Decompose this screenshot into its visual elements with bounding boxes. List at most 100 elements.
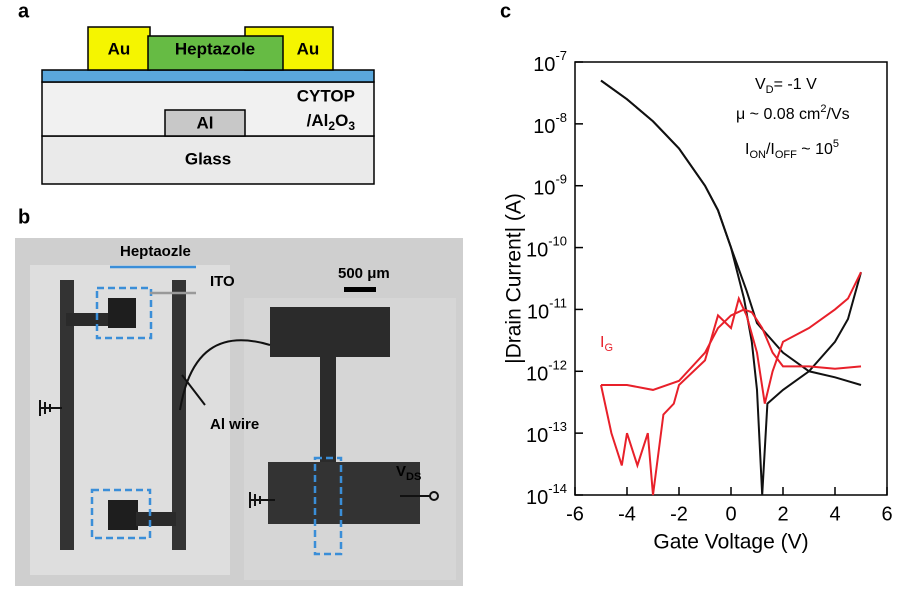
annotation: ION/IOFF ~ 105 — [745, 138, 839, 161]
annotation-part: 2 — [820, 103, 826, 115]
al-line — [320, 355, 336, 465]
photo-label: 500 μm — [338, 265, 390, 282]
tick-base: 10 — [533, 178, 555, 200]
electrode — [66, 313, 111, 326]
data-line — [600, 79, 862, 386]
panel-label: a — [18, 0, 30, 22]
annotation-part: I — [600, 334, 604, 351]
electrode — [108, 500, 138, 530]
annotation: VD= -1 V — [755, 76, 817, 96]
panel-label: c — [500, 0, 511, 22]
ito-line — [172, 280, 186, 550]
device-pad — [268, 462, 420, 524]
tick-exponent: -7 — [555, 48, 567, 63]
y-tick-label: 10-13 — [526, 420, 567, 448]
y-tick-label: 10-10 — [526, 234, 567, 262]
chart: -6 -4 -2 0 2 4 610-1410-1310-1210-1110-1010-91… — [503, 48, 893, 553]
wire — [179, 339, 271, 411]
tick-base: 10 — [526, 240, 548, 262]
x-tick-label: 0 — [725, 503, 736, 525]
highlight — [95, 286, 153, 340]
x-tick-label: 2 — [777, 503, 788, 525]
tick-exponent: -14 — [548, 481, 567, 496]
annotation-part: /Vs — [827, 106, 850, 123]
x-tick-label: -2 — [670, 503, 688, 525]
layer-label: Glass — [185, 149, 231, 168]
y-tick-label: 10-14 — [526, 481, 567, 509]
annotation-part: OFF — [775, 149, 797, 161]
text-part: V — [396, 463, 406, 480]
x-axis-label: Gate Voltage (V) — [653, 531, 808, 554]
subscript: DS — [406, 471, 421, 483]
ito-line — [60, 280, 74, 550]
annotation-part: = -1 V — [774, 76, 817, 93]
annotation-part: /I — [766, 141, 775, 158]
y-tick-label: 10-9 — [533, 172, 567, 200]
subscript: 2 — [328, 119, 335, 133]
panel-label: b — [18, 206, 30, 228]
photo-label: VDS — [396, 463, 421, 483]
photo-label: Heptaozle — [120, 243, 191, 260]
layer-label: Heptazole — [175, 39, 255, 58]
y-axis-label: |Drain Current| (A) — [503, 193, 526, 364]
text-part: /Al — [307, 111, 329, 130]
data-line — [600, 271, 862, 496]
layer-label: /Al2O3 — [307, 111, 356, 133]
data-line — [601, 308, 862, 391]
electrode — [108, 298, 136, 328]
annotation-part: D — [766, 84, 774, 96]
al-gate — [164, 109, 246, 137]
annotation-part: V — [755, 76, 766, 93]
y-tick-label: 10-8 — [533, 110, 567, 138]
text-part: O — [335, 111, 348, 130]
photo-label: Al wire — [210, 416, 259, 433]
x-tick-label: 4 — [829, 503, 840, 525]
x-tick-label: -4 — [618, 503, 636, 525]
terminal — [429, 491, 439, 501]
tick-exponent: -10 — [548, 234, 567, 249]
tick-base: 10 — [533, 54, 555, 76]
tick-base: 10 — [526, 487, 548, 509]
highlight — [313, 456, 343, 556]
tick-exponent: -9 — [555, 172, 567, 187]
annotation: IG — [600, 334, 613, 354]
photo — [15, 238, 463, 586]
tick-exponent: -12 — [548, 358, 567, 373]
tick-base: 10 — [526, 364, 548, 386]
ground-symbol — [39, 400, 62, 416]
layer-label: CYTOP — [297, 86, 355, 105]
au-electrode — [87, 26, 151, 71]
al-pad — [270, 307, 390, 357]
heptazole-layer — [147, 35, 284, 71]
layer-label: Al — [197, 113, 214, 132]
tick-base: 10 — [533, 116, 555, 138]
x-tick-label: -6 — [566, 503, 584, 525]
y-tick-label: 10-12 — [526, 358, 567, 386]
scale-bar — [344, 287, 376, 292]
subscript: 3 — [348, 119, 355, 133]
tick-exponent: -11 — [549, 296, 567, 311]
annotation-part: G — [604, 342, 613, 354]
y-tick-label: 10-7 — [533, 48, 567, 76]
tick-exponent: -8 — [555, 110, 567, 125]
x-tick-label: 6 — [881, 503, 892, 525]
annotation-part: μ ~ 0.08 cm — [736, 106, 820, 123]
arrow — [181, 374, 206, 406]
annotation-part: 5 — [833, 138, 839, 150]
highlight — [90, 488, 152, 540]
tick-exponent: -13 — [548, 420, 567, 435]
annotation-part: I — [745, 141, 749, 158]
layer-label: Au — [108, 39, 131, 58]
ground-symbol — [249, 492, 275, 508]
glass-layer — [41, 135, 375, 185]
annotation-part: ~ 10 — [797, 141, 833, 158]
y-tick-label: 10-11 — [527, 296, 567, 324]
plot-frame — [574, 61, 888, 496]
layer-label: Au — [297, 39, 320, 58]
annotation-part: ON — [749, 149, 766, 161]
electrode — [136, 512, 176, 526]
schematic — [41, 26, 375, 185]
top-layer — [41, 69, 375, 83]
tick-base: 10 — [526, 425, 548, 447]
